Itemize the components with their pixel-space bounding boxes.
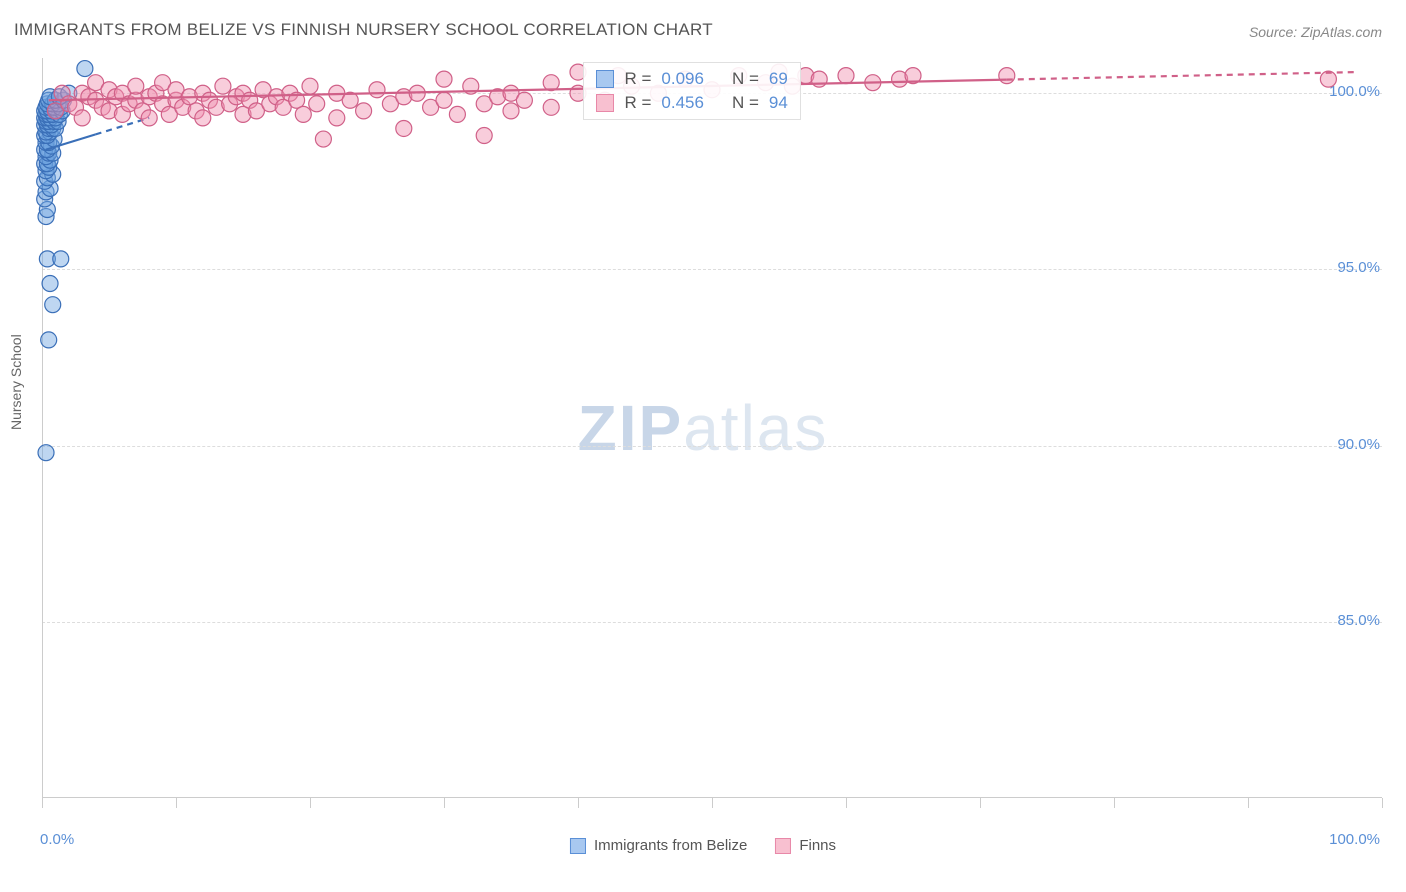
r-value-belize: 0.096 xyxy=(661,69,704,89)
scatter-point-finns xyxy=(999,68,1015,84)
x-axis-max-label: 100.0% xyxy=(1329,831,1380,848)
x-tick-mark xyxy=(1114,798,1115,808)
scatter-point-belize xyxy=(45,297,61,313)
scatter-point-finns xyxy=(396,120,412,136)
scatter-point-finns xyxy=(369,82,385,98)
legend-label-finns: Finns xyxy=(799,837,836,854)
scatter-point-finns xyxy=(436,71,452,87)
scatter-svg xyxy=(42,58,1382,798)
scatter-point-finns xyxy=(503,103,519,119)
n-value-belize: 69 xyxy=(769,69,788,89)
legend: Immigrants from Belize Finns xyxy=(570,837,836,854)
source-attribution: Source: ZipAtlas.com xyxy=(1249,24,1382,40)
legend-item-finns: Finns xyxy=(775,837,836,854)
scatter-point-finns xyxy=(356,103,372,119)
stats-row-belize: R = 0.096 N = 69 xyxy=(596,69,787,89)
scatter-point-belize xyxy=(42,276,58,292)
legend-swatch-finns xyxy=(775,838,791,854)
r-label: R = xyxy=(624,69,651,89)
x-tick-mark xyxy=(980,798,981,808)
x-tick-mark xyxy=(846,798,847,808)
r-value-finns: 0.456 xyxy=(661,93,704,113)
x-tick-mark xyxy=(578,798,579,808)
scatter-point-finns xyxy=(543,99,559,115)
legend-label-belize: Immigrants from Belize xyxy=(594,837,747,854)
scatter-point-finns xyxy=(74,110,90,126)
scatter-point-finns xyxy=(838,68,854,84)
stats-row-finns: R = 0.456 N = 94 xyxy=(596,93,787,113)
correlation-stats-box: R = 0.096 N = 69 R = 0.456 N = 94 xyxy=(583,62,800,120)
scatter-point-finns xyxy=(215,78,231,94)
x-tick-mark xyxy=(42,798,43,808)
r-label: R = xyxy=(624,93,651,113)
stats-swatch-belize xyxy=(596,70,614,88)
scatter-point-finns xyxy=(309,96,325,112)
legend-swatch-belize xyxy=(570,838,586,854)
scatter-point-finns xyxy=(141,110,157,126)
scatter-point-finns xyxy=(436,92,452,108)
trend-line-dashed-finns xyxy=(1007,72,1355,80)
n-label: N = xyxy=(732,69,759,89)
n-value-finns: 94 xyxy=(769,93,788,113)
scatter-point-finns xyxy=(302,78,318,94)
scatter-point-finns xyxy=(476,128,492,144)
scatter-point-belize xyxy=(53,251,69,267)
scatter-point-finns xyxy=(128,78,144,94)
x-tick-mark xyxy=(310,798,311,808)
scatter-point-finns xyxy=(329,110,345,126)
chart-title: IMMIGRANTS FROM BELIZE VS FINNISH NURSER… xyxy=(14,20,713,40)
chart-container: IMMIGRANTS FROM BELIZE VS FINNISH NURSER… xyxy=(0,0,1406,892)
x-tick-mark xyxy=(176,798,177,808)
scatter-point-finns xyxy=(195,110,211,126)
x-tick-mark xyxy=(1248,798,1249,808)
scatter-point-belize xyxy=(38,445,54,461)
scatter-point-belize xyxy=(41,332,57,348)
scatter-point-finns xyxy=(295,106,311,122)
legend-item-belize: Immigrants from Belize xyxy=(570,837,747,854)
y-axis-label: Nursery School xyxy=(8,334,24,430)
scatter-point-finns xyxy=(315,131,331,147)
scatter-point-finns xyxy=(449,106,465,122)
x-tick-mark xyxy=(712,798,713,808)
stats-swatch-finns xyxy=(596,94,614,112)
x-tick-mark xyxy=(1382,798,1383,808)
n-label: N = xyxy=(732,93,759,113)
scatter-point-finns xyxy=(516,92,532,108)
x-tick-mark xyxy=(444,798,445,808)
scatter-point-belize xyxy=(77,61,93,77)
x-axis-min-label: 0.0% xyxy=(40,831,74,848)
